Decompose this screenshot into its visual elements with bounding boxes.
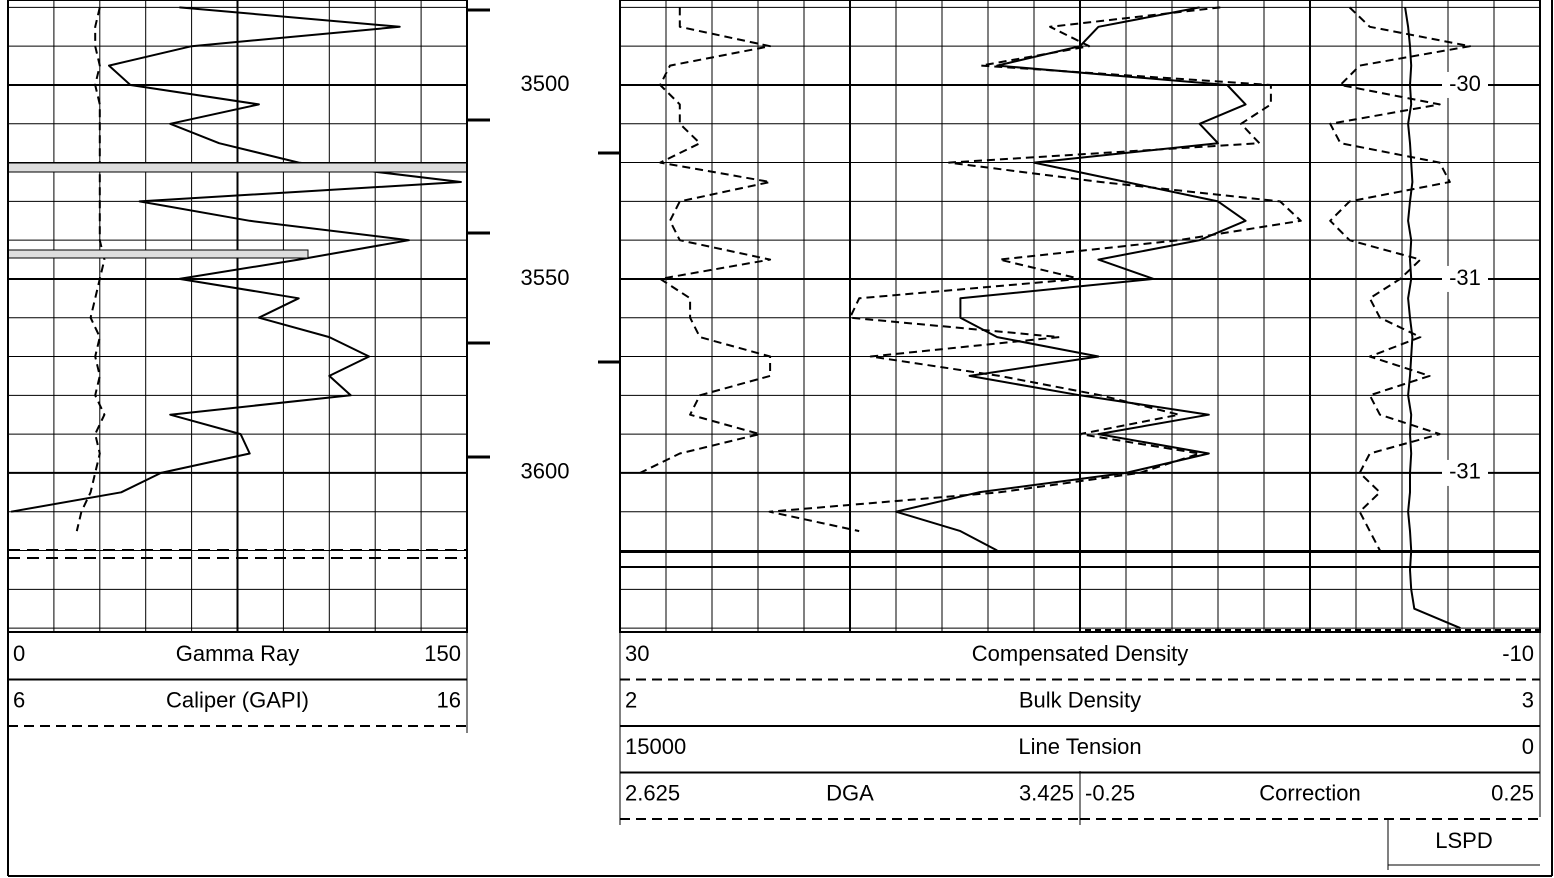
legend-scale-right: 0.25: [1491, 781, 1534, 806]
grid: [8, 0, 1540, 632]
log-curve: [639, 7, 772, 474]
legend-scale-right: -10: [1502, 641, 1534, 666]
log-curve: [75, 7, 106, 532]
legend-name: Compensated Density: [972, 641, 1188, 666]
annotation-label: -31: [1449, 265, 1481, 290]
legend-scale-left: 6: [13, 688, 25, 713]
depth-label: 3500: [521, 71, 570, 96]
hatch-band: [7, 249, 309, 259]
legend-scale-left: 0: [13, 641, 25, 666]
legend-lspd: LSPD: [1435, 828, 1492, 853]
frame: [7, 0, 1553, 877]
legend-scale-left: 2: [625, 688, 637, 713]
annotation-bg: [1442, 71, 1488, 98]
curves: [10, 6, 1472, 630]
legend-name: Caliper (GAPI): [166, 688, 309, 713]
legend-scale-left: 2.625: [625, 781, 680, 806]
log-curve: [1404, 7, 1461, 630]
log-curve: [1329, 6, 1472, 551]
legend-scale-left: -0.25: [1085, 781, 1135, 806]
labels: 3500 3550 3600 -30 -31 -31 0 Gamma Ray 150 6 Calip…: [8, 71, 1540, 820]
legend-name: Correction: [1259, 781, 1360, 806]
legend-scale-right: 0: [1522, 734, 1534, 759]
track-border: [619, 0, 1541, 633]
depth-label: 3600: [521, 459, 570, 484]
log-curve: [10, 6, 462, 513]
log-curve: [768, 6, 1302, 533]
annotation-bg: [1442, 459, 1488, 486]
legend-name: Gamma Ray: [176, 641, 299, 666]
legend-name: DGA: [826, 781, 874, 806]
legend-scale-right: 3: [1522, 688, 1534, 713]
legend-scale-right: 3.425: [1019, 781, 1074, 806]
legend-name: Line Tension: [1018, 734, 1141, 759]
log-curve: [895, 6, 1247, 552]
depth-label: 3550: [521, 265, 570, 290]
annotation-bg: [1442, 265, 1488, 292]
annotation-label: -31: [1449, 459, 1481, 484]
legend-scale-right: 16: [437, 688, 461, 713]
legend-scale-right: 150: [424, 641, 461, 666]
hatch-band: [7, 162, 468, 173]
legend-scale-left: 30: [625, 641, 649, 666]
annotation-label: -30: [1449, 71, 1481, 96]
legend-name: Bulk Density: [1019, 688, 1141, 713]
legend-scale-left: 15000: [625, 734, 686, 759]
